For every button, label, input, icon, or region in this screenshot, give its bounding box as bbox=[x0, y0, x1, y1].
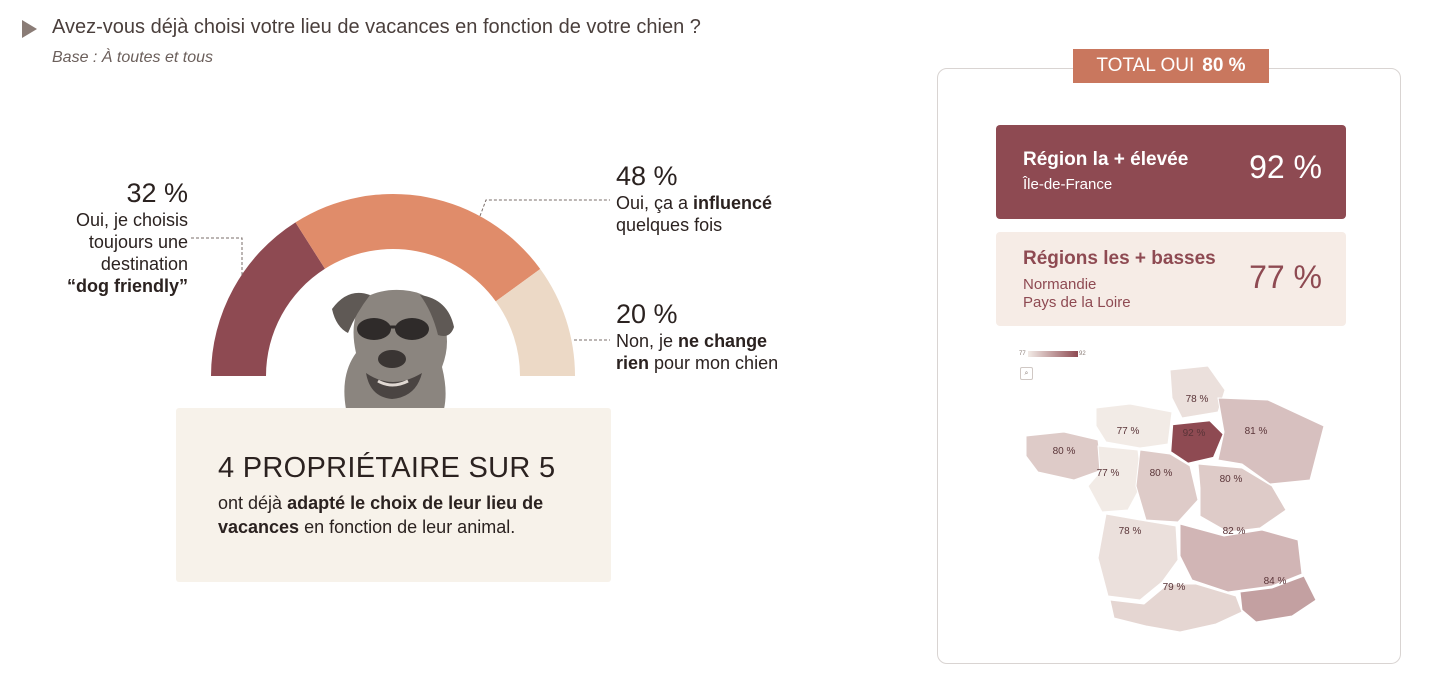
map-region-label-8: 78 % bbox=[1119, 526, 1142, 537]
play-arrow-icon bbox=[22, 20, 37, 38]
text-influenced-pre: Oui, ça a bbox=[616, 192, 694, 213]
text-always-line1: Oui, je choisis bbox=[75, 209, 188, 230]
pct-always: 32 % bbox=[126, 178, 188, 208]
map-region-7[interactable] bbox=[1197, 463, 1287, 533]
gauge-slice-0 bbox=[211, 222, 325, 376]
text-influenced-post: quelques fois bbox=[616, 214, 723, 235]
search-icon[interactable]: ⌕ bbox=[1020, 367, 1033, 380]
map-region-label-9: 82 % bbox=[1223, 526, 1246, 537]
lowest-region-1: Normandie bbox=[1023, 276, 1097, 293]
label-no-change: 20 % Non, je ne change rien pour mon chi… bbox=[616, 298, 856, 375]
text-always-line3: destination bbox=[100, 253, 188, 274]
summary-text-bold: adapté le choix de leur lieu de vacances bbox=[218, 493, 544, 537]
map-region-label-11: 84 % bbox=[1264, 576, 1287, 587]
summary-text-pre: ont déjà bbox=[218, 493, 288, 513]
map-region-label-10: 79 % bbox=[1163, 582, 1186, 593]
total-yes-badge: TOTAL OUI 80 % bbox=[1073, 49, 1269, 83]
map-region-0[interactable] bbox=[1169, 365, 1226, 419]
map-region-label-4: 80 % bbox=[1053, 446, 1076, 457]
label-influenced: 48 % Oui, ça a influencé quelques fois bbox=[616, 160, 856, 237]
highest-region-title: Région la + élevée bbox=[1023, 149, 1189, 170]
map-region-2[interactable] bbox=[1168, 418, 1226, 466]
lowest-region-2: Pays de la Loire bbox=[1023, 294, 1131, 311]
pct-no-change: 20 % bbox=[616, 299, 678, 329]
summary-box: 4 PROPRIÉTAIRE SUR 5 ont déjà adapté le … bbox=[176, 408, 611, 582]
summary-text: ont déjà adapté le choix de leur lieu de… bbox=[218, 492, 588, 540]
text-always-bold: “dog friendly” bbox=[67, 275, 188, 296]
text-always: Oui, je choisis toujours une destination… bbox=[40, 210, 188, 298]
lowest-regions-value: 77 % bbox=[1249, 259, 1322, 295]
map-region-11[interactable] bbox=[1239, 575, 1317, 623]
map-region-label-5: 77 % bbox=[1097, 468, 1120, 479]
page-title: Avez-vous déjà choisi votre lieu de vaca… bbox=[52, 16, 701, 38]
map-region-label-6: 80 % bbox=[1150, 468, 1173, 479]
map-region-8[interactable] bbox=[1097, 513, 1179, 601]
leader-line-topright bbox=[479, 199, 610, 217]
total-value: 80 % bbox=[1202, 55, 1246, 76]
pct-influenced: 48 % bbox=[616, 161, 678, 191]
dog-illustration bbox=[332, 289, 454, 409]
france-map: 78 % 77 % 92 % 81 % 80 % 77 % 80 % 80 % 78 % 82 %… bbox=[1025, 365, 1325, 633]
legend-color-scale bbox=[1028, 351, 1078, 357]
lowest-regions-names: Normandie Pays de la Loire bbox=[1023, 276, 1131, 312]
map-region-10[interactable] bbox=[1109, 583, 1243, 633]
summary-headline: 4 PROPRIÉTAIRE SUR 5 bbox=[218, 452, 556, 484]
map-region-4[interactable] bbox=[1025, 431, 1103, 481]
lowest-regions-card: Régions les + basses Normandie Pays de l… bbox=[996, 232, 1346, 326]
text-no-change-pre: Non, je bbox=[616, 330, 679, 351]
text-always-line2: toujours une bbox=[88, 231, 188, 252]
map-region-9[interactable] bbox=[1179, 523, 1303, 593]
legend-min-label: 77 bbox=[1019, 351, 1026, 357]
text-no-change-bold1: ne change bbox=[678, 330, 768, 351]
lowest-regions-title: Régions les + basses bbox=[1023, 248, 1216, 269]
map-region-label-7: 80 % bbox=[1220, 474, 1243, 485]
total-label: TOTAL OUI bbox=[1096, 55, 1195, 76]
page-subtitle: Base : À toutes et tous bbox=[52, 49, 213, 66]
summary-text-post: en fonction de leur animal. bbox=[299, 516, 516, 537]
gauge-slice-1 bbox=[295, 193, 541, 302]
legend-max-label: 92 bbox=[1079, 351, 1086, 357]
text-influenced-bold: influencé bbox=[693, 192, 773, 213]
highest-region-card: Région la + élevée Île-de-France 92 % bbox=[996, 125, 1346, 219]
gauge-slice-2 bbox=[495, 269, 575, 376]
text-no-change: Non, je ne change rien pour mon chien bbox=[616, 331, 856, 375]
text-influenced: Oui, ça a influencé quelques fois bbox=[616, 193, 856, 237]
map-region-label-1: 77 % bbox=[1117, 426, 1140, 437]
label-always-dog-friendly: 32 % Oui, je choisis toujours une destin… bbox=[40, 177, 188, 298]
map-region-1[interactable] bbox=[1095, 403, 1173, 449]
highest-region-name: Île-de-France bbox=[1023, 176, 1113, 193]
map-region-label-0: 78 % bbox=[1186, 394, 1209, 405]
text-no-change-bold2: rien bbox=[616, 352, 650, 373]
leader-line-left bbox=[190, 237, 243, 275]
highest-region-value: 92 % bbox=[1249, 149, 1322, 185]
map-region-3[interactable] bbox=[1217, 397, 1325, 485]
map-region-label-2: 92 % bbox=[1183, 428, 1206, 439]
map-region-6[interactable] bbox=[1135, 449, 1199, 523]
map-region-5[interactable] bbox=[1087, 445, 1143, 513]
text-no-change-post: pour mon chien bbox=[649, 352, 779, 373]
map-region-label-3: 81 % bbox=[1245, 426, 1268, 437]
